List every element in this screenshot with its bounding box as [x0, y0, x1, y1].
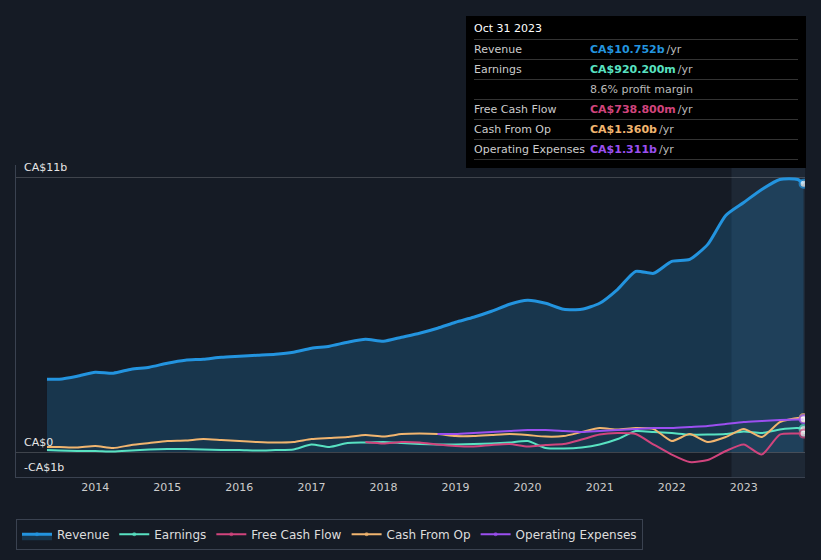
svg-text:2019: 2019 — [442, 481, 470, 494]
html-text:Free Cash Flow: Free Cash Flow — [474, 103, 557, 116]
html-text:CA$738.800m /yr: CA$738.800m /yr — [590, 103, 693, 116]
html-text:8.6% profit margin: 8.6% profit margin — [590, 83, 693, 96]
html-text:CA$1.311b /yr: CA$1.311b /yr — [590, 143, 674, 156]
html-text:Earnings: Earnings — [474, 63, 522, 76]
svg-text:2021: 2021 — [586, 481, 614, 494]
html-text:Cash From Op: Cash From Op — [474, 123, 551, 136]
svg-text:Earnings: Earnings — [154, 528, 206, 542]
html-text:CA$10.752b /yr: CA$10.752b /yr — [590, 43, 682, 56]
html-text:CA$920.200m /yr: CA$920.200m /yr — [590, 63, 693, 76]
svg-text:2015: 2015 — [153, 481, 181, 494]
svg-text:Revenue: Revenue — [57, 528, 109, 542]
svg-text:CA$11b: CA$11b — [24, 161, 67, 174]
svg-text:2014: 2014 — [81, 481, 109, 494]
svg-text:CA$0: CA$0 — [24, 436, 53, 449]
html-text:Operating Expenses: Operating Expenses — [474, 143, 585, 156]
html-text:Revenue: Revenue — [474, 43, 522, 56]
svg-text:2022: 2022 — [658, 481, 686, 494]
svg-text:2018: 2018 — [369, 481, 397, 494]
svg-text:2023: 2023 — [730, 481, 758, 494]
svg-text:-CA$1b: -CA$1b — [24, 461, 64, 474]
svg-text:Operating Expenses: Operating Expenses — [516, 528, 637, 542]
svg-text:Cash From Op: Cash From Op — [387, 528, 471, 542]
svg-text:2017: 2017 — [297, 481, 325, 494]
svg-text:2016: 2016 — [225, 481, 253, 494]
svg-text:2020: 2020 — [514, 481, 542, 494]
svg-text:Free Cash Flow: Free Cash Flow — [251, 528, 341, 542]
html-text:CA$1.360b /yr: CA$1.360b /yr — [590, 123, 674, 136]
html-text:Oct 31 2023: Oct 31 2023 — [474, 22, 542, 35]
